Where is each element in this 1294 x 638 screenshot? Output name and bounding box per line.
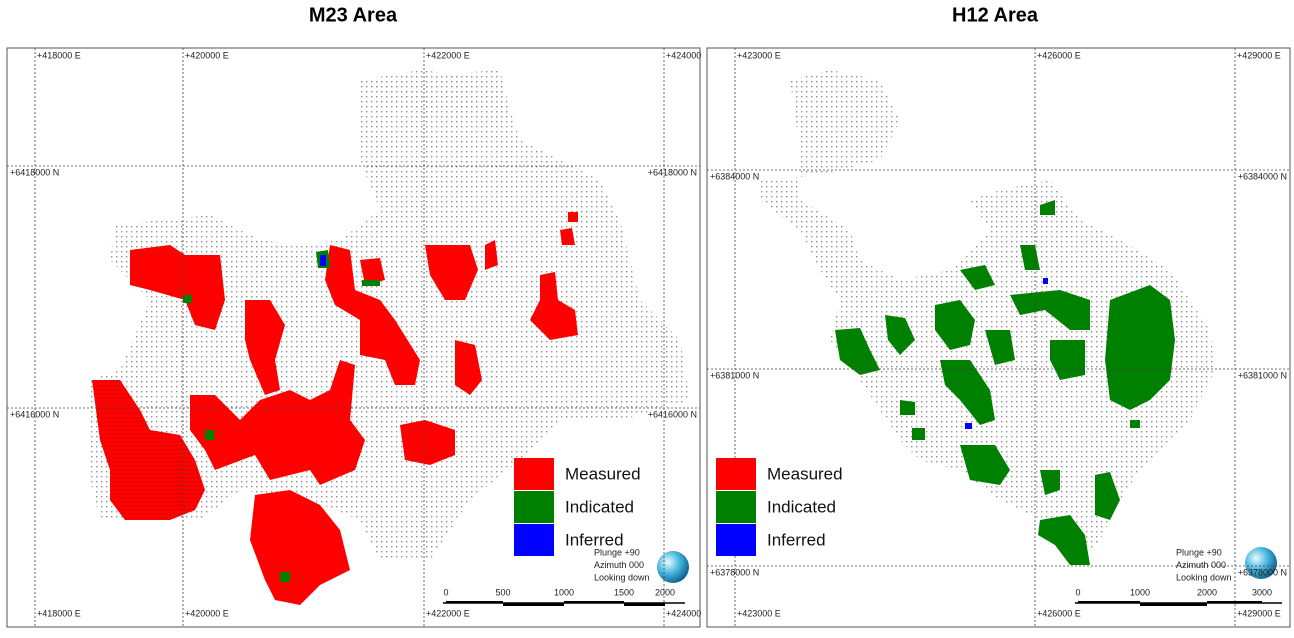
view-note: Looking down	[594, 572, 650, 582]
legend-swatch	[514, 524, 554, 556]
scale-bar-segment	[1207, 601, 1262, 603]
scale-bar-segment	[446, 601, 503, 603]
scale-label: 0	[443, 587, 448, 597]
scale-bar-segment	[1140, 603, 1207, 606]
scale-bar-segment	[503, 603, 564, 606]
northing-label: +6416000 N	[10, 409, 59, 419]
easting-label: +424000	[666, 608, 701, 618]
scale-label: 1500	[614, 587, 634, 597]
legend-label: Inferred	[565, 530, 624, 549]
northing-label: +6378000 N	[1238, 567, 1287, 577]
easting-label: +423000 E	[737, 608, 781, 618]
view-note: Plunge +90	[1176, 547, 1222, 557]
easting-label: +420000 E	[185, 50, 229, 60]
easting-label: +429000 E	[1237, 50, 1281, 60]
orientation-sphere	[1245, 547, 1277, 579]
legend-swatch	[514, 458, 554, 490]
legend-swatch	[716, 491, 756, 523]
easting-label: +424000	[666, 50, 701, 60]
northing-label: +6378000 N	[710, 567, 759, 577]
measured-blocks	[130, 212, 578, 605]
easting-label: +420000 E	[185, 608, 229, 618]
northing-label: +6381000 N	[1238, 370, 1287, 380]
scale-label: 2000	[655, 587, 675, 597]
scale-label: 0	[1075, 587, 1080, 597]
view-note: Plunge +90	[594, 547, 640, 557]
northing-label: +6418000 N	[648, 167, 697, 177]
legend-label: Indicated	[565, 497, 634, 516]
indicated-blocks	[835, 200, 1175, 565]
scale-label: 2000	[1197, 587, 1217, 597]
scale-bar-segment	[624, 603, 665, 606]
panel-title: H12 Area	[952, 4, 1039, 26]
legend-swatch	[514, 491, 554, 523]
easting-label: +426000 E	[1037, 50, 1081, 60]
northing-label: +6384000 N	[710, 171, 759, 181]
legend-swatch	[716, 458, 756, 490]
orientation-sphere	[657, 551, 689, 583]
northing-label: +6418000 N	[10, 167, 59, 177]
scale-label: 3000	[1252, 587, 1272, 597]
scale-label: 1000	[1130, 587, 1150, 597]
legend-label: Indicated	[767, 497, 836, 516]
scale-label: 500	[495, 587, 510, 597]
easting-label: +423000 E	[737, 50, 781, 60]
view-note: Azimuth 000	[594, 560, 644, 570]
legend-swatch	[716, 524, 756, 556]
scale-bar-segment	[1078, 601, 1140, 603]
northing-label: +6381000 N	[710, 370, 759, 380]
drill-coverage	[760, 70, 1215, 560]
easting-label: +426000 E	[1037, 608, 1081, 618]
easting-label: +422000 E	[426, 608, 470, 618]
easting-label: +429000 E	[1237, 608, 1281, 618]
panel-title: M23 Area	[309, 4, 398, 26]
view-note: Looking down	[1176, 572, 1232, 582]
view-note: Azimuth 000	[1176, 560, 1226, 570]
scale-label: 1000	[554, 587, 574, 597]
easting-label: +422000 E	[426, 50, 470, 60]
measured-dense-blocks	[92, 380, 205, 520]
legend-label: Inferred	[767, 530, 826, 549]
legend-label: Measured	[565, 464, 641, 483]
easting-label: +418000 E	[37, 50, 81, 60]
legend-label: Measured	[767, 464, 843, 483]
scale-bar-segment	[564, 601, 624, 603]
northing-label: +6416000 N	[648, 409, 697, 419]
easting-label: +418000 E	[37, 608, 81, 618]
inferred-blocks	[320, 255, 326, 266]
northing-label: +6384000 N	[1238, 171, 1287, 181]
